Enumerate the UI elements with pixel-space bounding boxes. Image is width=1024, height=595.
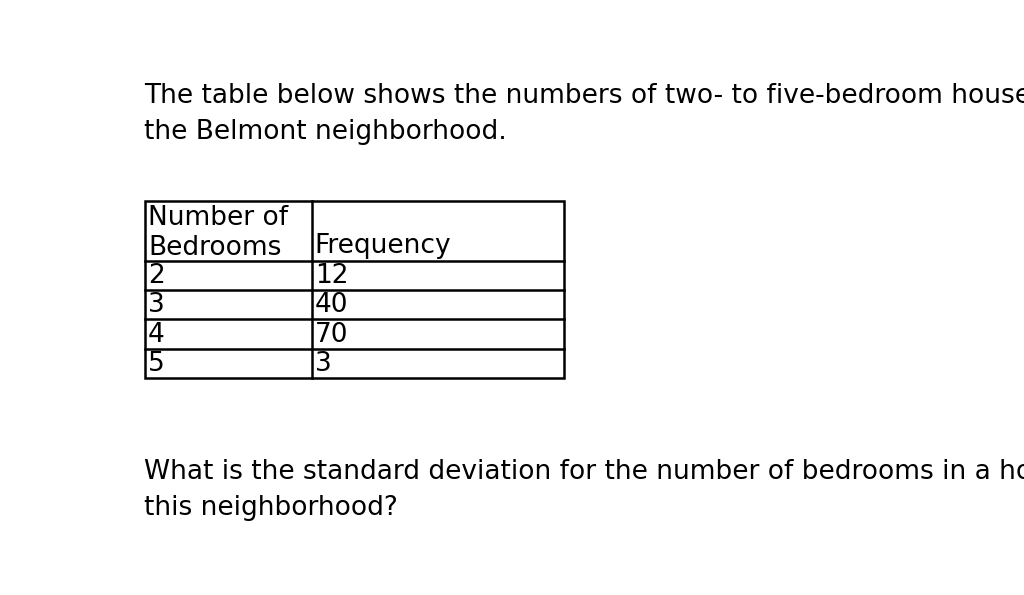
Text: 3: 3 [314,351,332,377]
Text: Frequency: Frequency [314,233,452,258]
Text: Number of
Bedrooms: Number of Bedrooms [148,205,289,261]
Text: What is the standard deviation for the number of bedrooms in a house in
this nei: What is the standard deviation for the n… [143,459,1024,521]
Text: The table below shows the numbers of two- to five-bedroom houses in
the Belmont : The table below shows the numbers of two… [143,83,1024,145]
Text: 12: 12 [314,263,348,289]
Text: 5: 5 [148,351,165,377]
Text: 40: 40 [314,292,348,318]
Text: 70: 70 [314,322,348,347]
Text: 4: 4 [148,322,165,347]
Text: 3: 3 [148,292,165,318]
Text: 2: 2 [148,263,165,289]
